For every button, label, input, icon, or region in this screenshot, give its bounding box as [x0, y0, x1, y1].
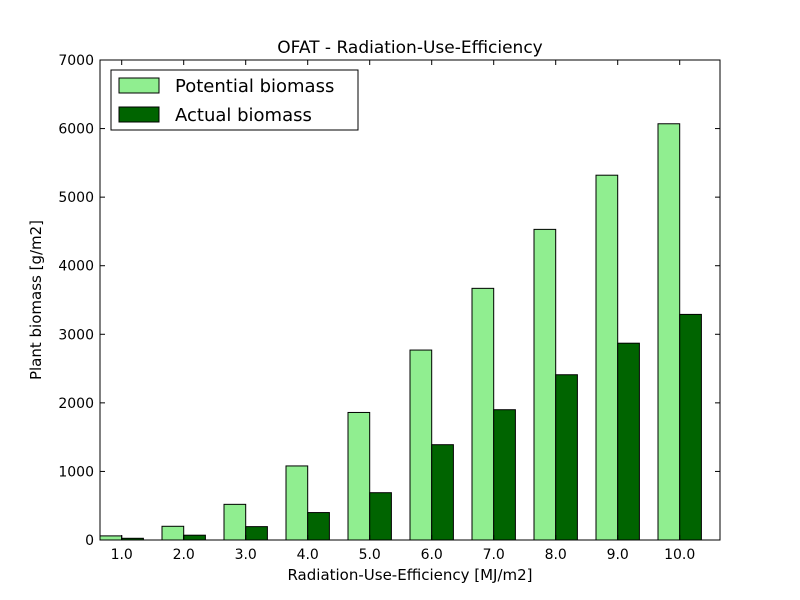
bar-potential-5.0: [347, 411, 371, 541]
bar-potential-9.0: [595, 174, 619, 541]
bar-actual-3.0: [245, 526, 268, 541]
x-tick-label: 4.0: [297, 547, 319, 563]
bar-potential-6.0: [409, 349, 433, 541]
x-tick-label: 10.0: [664, 547, 695, 563]
bar-actual-2.0: [183, 534, 206, 541]
x-tick-label: 9.0: [607, 547, 629, 563]
x-tick-label: 2.0: [173, 547, 195, 563]
ticks-group: 0 1000 2000 3000 4000 5000 6000 7000 1.0 2.0 3.0 4.…: [58, 53, 720, 563]
y-tick-label: 7000: [58, 53, 94, 69]
x-tick-label: 5.0: [359, 547, 381, 563]
legend-label-actual: Actual biomass: [175, 105, 312, 126]
bar-potential-7.0: [471, 287, 495, 541]
bar-actual-9.0: [617, 342, 640, 541]
x-tick-label: 7.0: [483, 547, 505, 563]
bar-actual-6.0: [431, 444, 454, 541]
bars-group: [99, 123, 702, 541]
legend-label-potential: Potential biomass: [175, 76, 334, 97]
bar-actual-8.0: [555, 374, 578, 541]
bar-potential-3.0: [223, 503, 247, 541]
x-tick-label: 8.0: [545, 547, 567, 563]
bar-potential-1.0: [99, 535, 123, 541]
x-tick-label: 3.0: [235, 547, 257, 563]
y-tick-label: 5000: [58, 190, 94, 206]
y-tick-label: 0: [85, 533, 94, 549]
bar-potential-8.0: [533, 228, 557, 541]
bar-actual-5.0: [369, 492, 392, 541]
bar-potential-2.0: [161, 525, 185, 541]
bar-potential-10.0: [657, 123, 681, 541]
legend-swatch-actual: [118, 106, 160, 123]
y-tick-label: 2000: [58, 396, 94, 412]
bar-actual-10.0: [679, 313, 702, 541]
legend: Potential biomass Actual biomass: [110, 69, 359, 131]
y-tick-label: 1000: [58, 464, 94, 480]
bar-actual-4.0: [307, 512, 330, 541]
bar-actual-7.0: [493, 409, 516, 541]
chart-title: OFAT - Radiation-Use-Efficiency: [277, 38, 543, 58]
y-tick-label: 4000: [58, 259, 94, 275]
legend-swatch-potential: [118, 77, 160, 94]
y-axis-label: Plant biomass [g/m2]: [27, 220, 45, 380]
y-tick-label: 6000: [58, 122, 94, 138]
x-tick-label: 6.0: [421, 547, 443, 563]
x-tick-label: 1.0: [111, 547, 133, 563]
x-axis-label: Radiation-Use-Efficiency [MJ/m2]: [287, 566, 532, 584]
plot-frame: [99, 59, 721, 541]
bar-potential-4.0: [285, 465, 309, 541]
y-tick-label: 3000: [58, 327, 94, 343]
